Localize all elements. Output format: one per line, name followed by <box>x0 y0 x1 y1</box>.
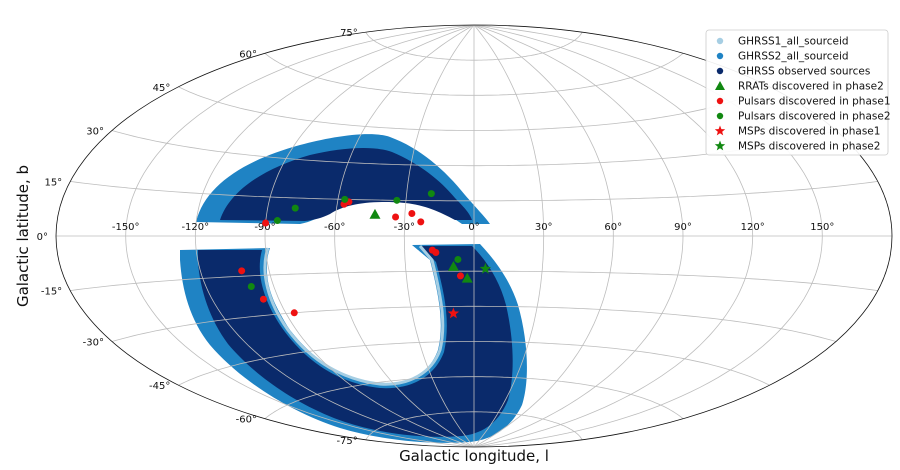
x-tick-label: 150° <box>810 222 834 233</box>
x-axis-label: Galactic longitude, l <box>399 447 549 465</box>
star-data-point <box>447 307 460 319</box>
y-tick-label: -45° <box>149 381 170 392</box>
legend-marker-star <box>714 125 726 136</box>
longitude-tick-labels: -150° -120° -90° -60° -30° 0° 30° 60° 90° 120° 150… <box>112 222 834 233</box>
observed-north-region <box>220 148 472 221</box>
parallel-line <box>365 411 583 440</box>
legend-marker-circle <box>716 67 724 75</box>
y-tick-label: -75° <box>336 436 357 447</box>
legend-entry-label: GHRSS1_all_sourceid <box>738 36 849 48</box>
legend-marker-circle <box>716 52 724 60</box>
x-tick-label: 60° <box>604 222 622 233</box>
parallel-line <box>365 32 583 61</box>
legend-entry-label: GHRSS observed sources <box>738 66 870 78</box>
parallel-line <box>178 341 770 386</box>
star-data-point <box>479 262 492 274</box>
legend-marker-circle <box>716 97 724 105</box>
x-tick-label: -60° <box>324 222 345 233</box>
y-tick-label: -60° <box>236 415 257 426</box>
circle-data-point <box>290 309 298 317</box>
circle-data-point <box>427 190 435 198</box>
x-tick-label: -120° <box>181 222 209 233</box>
circle-data-point <box>341 195 349 203</box>
legend-box <box>705 29 889 156</box>
circle-data-point <box>432 248 440 256</box>
parallel-line <box>70 181 878 202</box>
x-tick-label: -30° <box>394 222 415 233</box>
legend-entry-label: MSPs discovered in phase1 <box>738 126 880 138</box>
circle-data-point <box>259 295 267 303</box>
triangle-data-point <box>369 208 381 219</box>
legend-entry-label: GHRSS2_all_sourceid <box>738 51 849 63</box>
latitude-tick-labels: 75° 60° 45° 30° 15° 0° -15° -30° -45° -60° -75° <box>37 28 358 447</box>
x-tick-label: 0° <box>468 222 479 233</box>
circle-data-point <box>238 267 246 275</box>
y-tick-label: -15° <box>41 287 62 298</box>
survey-footprint <box>180 134 527 443</box>
circle-data-point <box>456 272 464 280</box>
y-tick-label: 30° <box>86 127 104 138</box>
ghrss1-rim <box>263 245 445 386</box>
circle-data-point <box>291 204 299 212</box>
y-tick-label: 0° <box>37 232 48 243</box>
parallel-line <box>264 376 684 420</box>
circle-data-point <box>273 217 281 225</box>
coordinate-grid <box>56 25 892 447</box>
x-tick-label: -150° <box>112 222 140 233</box>
triangle-data-point <box>447 261 459 271</box>
circle-data-point <box>408 210 416 218</box>
circle-data-point <box>454 255 462 263</box>
x-tick-label: -90° <box>254 222 275 233</box>
parallel-line <box>111 305 837 342</box>
y-tick-label: 45° <box>153 83 171 94</box>
y-tick-label: 60° <box>239 49 257 60</box>
legend-entry-label: RRATs discovered in phase2 <box>738 81 884 93</box>
circle-data-point <box>392 213 400 221</box>
x-tick-label: 120° <box>741 222 765 233</box>
parallel-line <box>178 86 770 131</box>
circle-data-point <box>417 218 425 226</box>
x-tick-label: 30° <box>535 222 553 233</box>
y-tick-label: -30° <box>83 338 104 349</box>
legend-marker-star <box>714 140 726 151</box>
parallel-line <box>70 270 878 291</box>
legend-entry-label: Pulsars discovered in phase2 <box>738 111 891 123</box>
legend-marker-circle <box>716 37 724 45</box>
map-boundary <box>55 24 893 448</box>
y-tick-label: 75° <box>340 28 358 39</box>
y-tick-label: 15° <box>44 177 62 188</box>
circle-data-point <box>262 219 270 227</box>
parallel-line <box>264 52 684 96</box>
circle-data-point <box>393 196 401 204</box>
triangle-data-point <box>461 272 473 283</box>
legend-marker-circle <box>716 112 724 120</box>
observed-south-region <box>198 246 513 437</box>
legend-marker-triangle <box>715 81 725 90</box>
y-axis-label: Galactic latitude, b <box>14 165 32 307</box>
legend: GHRSS1_all_sourceid GHRSS2_all_sourceid GH… <box>705 29 891 156</box>
circle-data-point <box>247 283 255 291</box>
x-tick-label: 90° <box>674 222 692 233</box>
legend-entry-label: Pulsars discovered in phase1 <box>738 96 891 108</box>
discovery-markers <box>238 190 492 319</box>
legend-entry-label: MSPs discovered in phase2 <box>738 141 880 153</box>
